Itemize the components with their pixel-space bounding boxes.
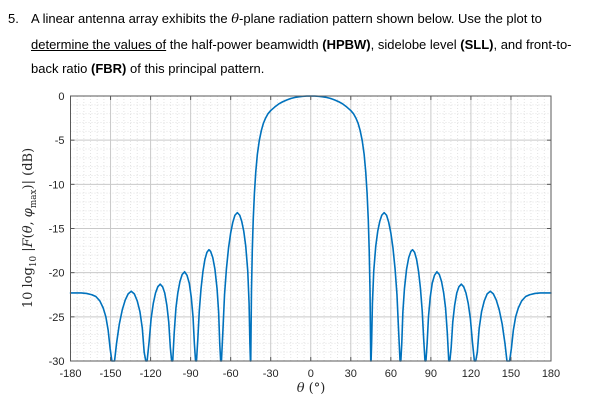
underlined-phrase: determine the values of	[31, 36, 167, 52]
ylabel-segment: ,	[21, 217, 37, 226]
x-tick-label: -90	[183, 368, 199, 380]
theta-symbol: θ	[296, 381, 305, 396]
y-tick-label: -30	[49, 356, 65, 368]
x-tick-label: 180	[542, 368, 560, 380]
question-number: 5.	[8, 11, 19, 26]
question-segment: the half-power beamwidth	[166, 36, 323, 52]
y-tick-label: 0	[58, 91, 64, 103]
x-tick-label: -120	[140, 368, 162, 380]
question-segment: A linear antenna array exhibits the	[31, 11, 232, 26]
x-tick-label: -150	[100, 368, 122, 380]
question-block: 5. A linear antenna array exhibits the θ…	[8, 7, 612, 82]
phi-symbol: φ	[21, 208, 37, 218]
x-tick-label: 90	[425, 368, 437, 380]
y-tick-label: -20	[49, 268, 65, 280]
y-axis-label: 10 log10 |F(θ, φmax)| (dB)	[21, 148, 39, 308]
y-tick-label: -25	[49, 312, 65, 324]
y-tick-label: -5	[55, 135, 65, 147]
y-tick-label: -10	[49, 179, 65, 191]
xlabel-unit: (°)	[304, 381, 326, 396]
theta-symbol: θ	[231, 12, 240, 27]
hpbw-abbrev: (HPBW)	[322, 36, 371, 52]
x-tick-label: -60	[223, 368, 239, 380]
ylabel-subscript: 10	[28, 255, 39, 268]
y-tick-label: -15	[49, 224, 65, 236]
question-line-1: A linear antenna array exhibits the θ-pl…	[31, 7, 612, 33]
ylabel-segment: )|	[21, 175, 37, 190]
fbr-abbrev: (FBR)	[90, 61, 127, 76]
x-tick-label: 150	[502, 368, 520, 380]
question-segment: , sidelobe level	[370, 36, 461, 52]
question-line-2: determine the values of the half-power b…	[31, 33, 612, 58]
question-body: A linear antenna array exhibits the θ-pl…	[31, 7, 612, 82]
x-tick-label: -30	[263, 368, 279, 380]
x-tick-label: 60	[385, 368, 397, 380]
ylabel-segment: 10 log	[21, 267, 37, 309]
ylabel-segment: (	[21, 233, 37, 239]
x-tick-label: 30	[345, 368, 357, 380]
question-line-3: back ratio (FBR) of this principal patte…	[31, 57, 612, 82]
sll-abbrev: (SLL)	[460, 36, 494, 52]
F-symbol: F	[21, 238, 37, 248]
theta-symbol: θ	[21, 225, 37, 234]
x-tick-label: 120	[462, 368, 480, 380]
ylabel-segment: |	[21, 247, 37, 256]
x-tick-label: -180	[59, 368, 81, 380]
x-tick-label: 0	[308, 368, 314, 380]
question-segment: of this principal pattern.	[126, 61, 265, 76]
question-segment: , and front-to-	[493, 36, 572, 52]
x-axis-label: θ (°)	[297, 381, 326, 396]
ylabel-unit: (dB)	[21, 147, 37, 176]
ylabel-subscript: max	[28, 189, 39, 209]
question-segment: -plane radiation pattern shown below. Us…	[239, 11, 542, 26]
question-segment: back ratio	[31, 61, 91, 76]
